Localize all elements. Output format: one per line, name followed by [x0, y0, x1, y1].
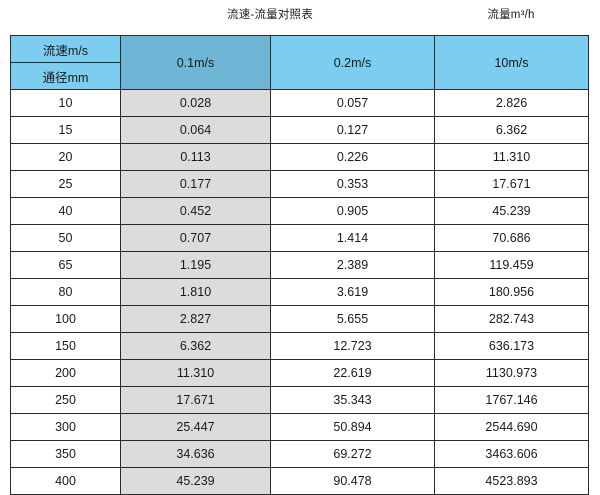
table-row: 100 2.827 5.655 282.743	[10, 305, 589, 333]
table-row: 400 45.239 90.478 4523.893	[10, 467, 589, 495]
flow-velocity-table: 流速m/s 0.1m/s 0.2m/s 10m/s 通径mm 10 0.028 0.…	[10, 35, 589, 495]
header-column-1: 0.2m/s	[270, 35, 435, 90]
cell-nominal-diameter: 300	[10, 413, 121, 441]
cell-flow-rate-0: 45.239	[120, 467, 271, 495]
cell-flow-rate-1: 12.723	[270, 332, 435, 360]
cell-flow-rate-2: 1767.146	[434, 386, 589, 414]
table-row: 10 0.028 0.057 2.826	[10, 89, 589, 117]
cell-flow-rate-1: 22.619	[270, 359, 435, 387]
cell-flow-rate-2: 636.173	[434, 332, 589, 360]
table-header-row-top: 流速m/s 0.1m/s 0.2m/s 10m/s	[10, 35, 589, 90]
cell-nominal-diameter: 400	[10, 467, 121, 495]
table-row: 200 11.310 22.619 1130.973	[10, 359, 589, 387]
cell-flow-rate-1: 2.389	[270, 251, 435, 279]
cell-flow-rate-1: 90.478	[270, 467, 435, 495]
header-column-0: 0.1m/s	[120, 35, 271, 90]
cell-nominal-diameter: 65	[10, 251, 121, 279]
cell-flow-rate-1: 0.226	[270, 143, 435, 171]
cell-flow-rate-0: 17.671	[120, 386, 271, 414]
cell-flow-rate-2: 11.310	[434, 143, 589, 171]
cell-flow-rate-2: 6.362	[434, 116, 589, 144]
cell-flow-rate-2: 282.743	[434, 305, 589, 333]
cell-flow-rate-0: 0.177	[120, 170, 271, 198]
cell-nominal-diameter: 200	[10, 359, 121, 387]
cell-flow-rate-0: 1.810	[120, 278, 271, 306]
cell-flow-rate-1: 0.057	[270, 89, 435, 117]
header-velocity-unit: 流速m/s	[10, 35, 121, 63]
cell-nominal-diameter: 25	[10, 170, 121, 198]
cell-flow-rate-0: 34.636	[120, 440, 271, 468]
cell-flow-rate-1: 69.272	[270, 440, 435, 468]
cell-flow-rate-2: 2.826	[434, 89, 589, 117]
cell-flow-rate-2: 119.459	[434, 251, 589, 279]
cell-flow-rate-2: 4523.893	[434, 467, 589, 495]
cell-flow-rate-1: 1.414	[270, 224, 435, 252]
cell-flow-rate-2: 180.956	[434, 278, 589, 306]
cell-flow-rate-2: 3463.606	[434, 440, 589, 468]
table-row: 150 6.362 12.723 636.173	[10, 332, 589, 360]
table-row: 15 0.064 0.127 6.362	[10, 116, 589, 144]
flow-velocity-table-container: 流速m/s 0.1m/s 0.2m/s 10m/s 通径mm 10 0.028 0.…	[10, 35, 589, 495]
cell-flow-rate-0: 0.028	[120, 89, 271, 117]
flow-unit-label: 流量m³/h	[487, 9, 535, 21]
cell-flow-rate-1: 0.127	[270, 116, 435, 144]
cell-flow-rate-0: 0.064	[120, 116, 271, 144]
cell-flow-rate-0: 11.310	[120, 359, 271, 387]
cell-nominal-diameter: 80	[10, 278, 121, 306]
cell-nominal-diameter: 10	[10, 89, 121, 117]
cell-nominal-diameter: 50	[10, 224, 121, 252]
cell-nominal-diameter: 150	[10, 332, 121, 360]
cell-nominal-diameter: 20	[10, 143, 121, 171]
cell-flow-rate-2: 1130.973	[434, 359, 589, 387]
table-row: 20 0.113 0.226 11.310	[10, 143, 589, 171]
cell-flow-rate-1: 3.619	[270, 278, 435, 306]
cell-nominal-diameter: 350	[10, 440, 121, 468]
table-row: 50 0.707 1.414 70.686	[10, 224, 589, 252]
cell-flow-rate-0: 2.827	[120, 305, 271, 333]
cell-flow-rate-1: 50.894	[270, 413, 435, 441]
cell-nominal-diameter: 15	[10, 116, 121, 144]
header-diameter-unit: 通径mm	[10, 62, 121, 90]
table-row: 80 1.810 3.619 180.956	[10, 278, 589, 306]
cell-flow-rate-0: 0.452	[120, 197, 271, 225]
table-row: 250 17.671 35.343 1767.146	[10, 386, 589, 414]
cell-flow-rate-0: 0.113	[120, 143, 271, 171]
cell-flow-rate-1: 35.343	[270, 386, 435, 414]
cell-flow-rate-2: 45.239	[434, 197, 589, 225]
table-row: 350 34.636 69.272 3463.606	[10, 440, 589, 468]
table-row: 40 0.452 0.905 45.239	[10, 197, 589, 225]
cell-nominal-diameter: 40	[10, 197, 121, 225]
cell-flow-rate-0: 0.707	[120, 224, 271, 252]
cell-flow-rate-2: 2544.690	[434, 413, 589, 441]
cell-flow-rate-0: 6.362	[120, 332, 271, 360]
header-column-2: 10m/s	[434, 35, 589, 90]
table-row: 300 25.447 50.894 2544.690	[10, 413, 589, 441]
cell-flow-rate-2: 70.686	[434, 224, 589, 252]
cell-flow-rate-0: 25.447	[120, 413, 271, 441]
cell-flow-rate-2: 17.671	[434, 170, 589, 198]
table-row: 25 0.177 0.353 17.671	[10, 170, 589, 198]
cell-flow-rate-1: 0.353	[270, 170, 435, 198]
chart-title: 流速-流量对照表	[227, 9, 313, 21]
cell-flow-rate-1: 0.905	[270, 197, 435, 225]
table-row: 65 1.195 2.389 119.459	[10, 251, 589, 279]
cell-nominal-diameter: 250	[10, 386, 121, 414]
cell-flow-rate-1: 5.655	[270, 305, 435, 333]
cell-nominal-diameter: 100	[10, 305, 121, 333]
cell-flow-rate-0: 1.195	[120, 251, 271, 279]
